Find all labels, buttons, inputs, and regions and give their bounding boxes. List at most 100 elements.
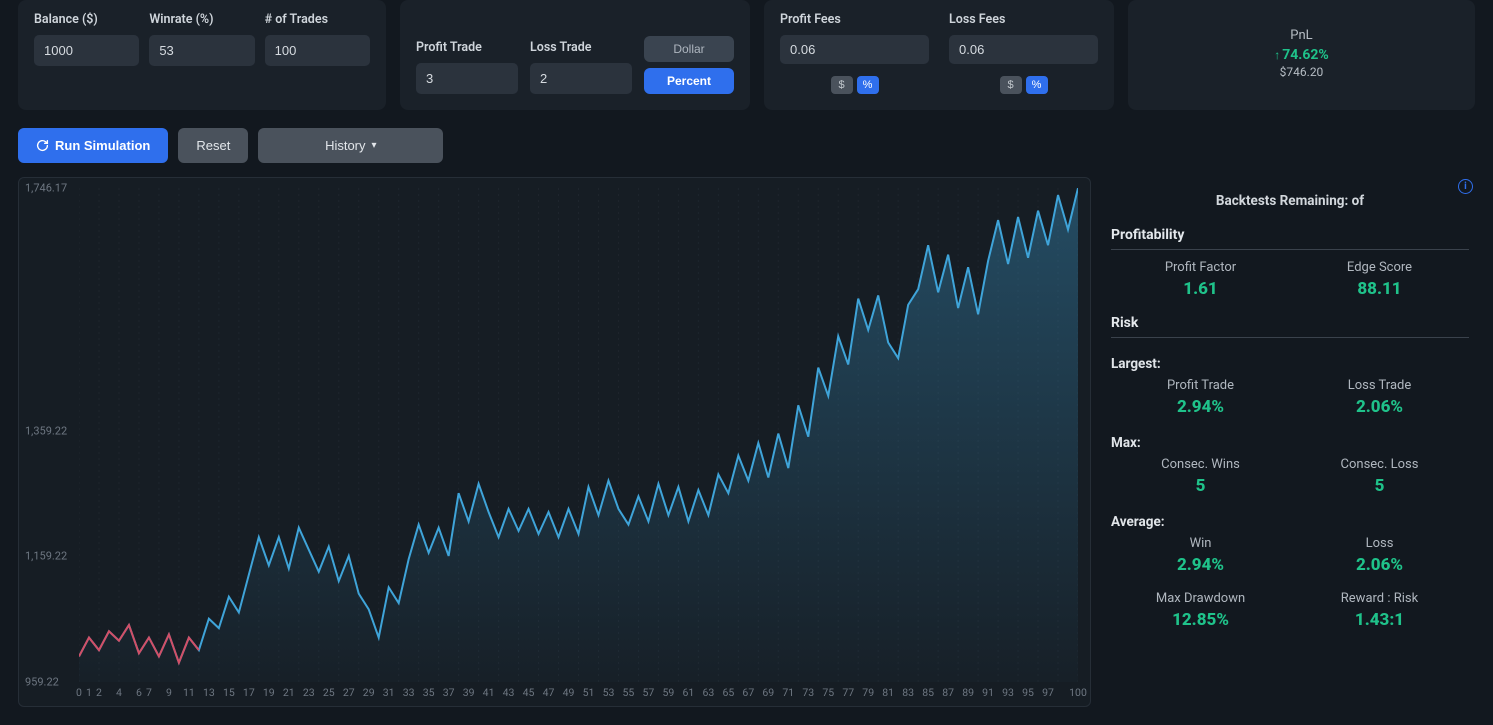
profit-trade-input[interactable] <box>416 63 518 94</box>
balance-label: Balance ($) <box>34 12 139 27</box>
balance-field: Balance ($) <box>34 12 139 94</box>
x-axis-label: 9 <box>166 686 172 699</box>
profitability-title: Profitability <box>1111 227 1469 243</box>
winrate-field: Winrate (%) <box>149 12 254 94</box>
profit-fees-dollar-button[interactable]: $ <box>831 76 853 94</box>
pnl-value: $746.20 <box>1280 65 1324 79</box>
trades-label: # of Trades <box>265 12 370 27</box>
x-axis-label: 61 <box>682 686 694 699</box>
largest-profit-label: Profit Trade <box>1111 378 1290 393</box>
reset-button[interactable]: Reset <box>178 128 248 163</box>
x-axis-label: 73 <box>802 686 814 699</box>
x-axis-label: 15 <box>223 686 235 699</box>
edge-score-label: Edge Score <box>1290 260 1469 275</box>
loss-fees-field: Loss Fees $ % <box>949 12 1098 94</box>
loss-fees-input[interactable] <box>949 35 1098 64</box>
trades-field: # of Trades <box>265 12 370 94</box>
x-axis-label: 71 <box>782 686 794 699</box>
avg-win-stat: Win 2.94% <box>1111 536 1290 575</box>
pnl-panel: PnL 74.62% $746.20 <box>1128 0 1475 110</box>
max-drawdown-stat: Max Drawdown 12.85% <box>1111 591 1290 630</box>
run-simulation-label: Run Simulation <box>55 138 150 153</box>
loss-trade-field: Loss Trade <box>530 40 632 94</box>
average-title: Average: <box>1111 514 1469 530</box>
x-axis-label: 85 <box>922 686 934 699</box>
x-axis-label: 53 <box>603 686 615 699</box>
x-axis-label: 47 <box>543 686 555 699</box>
x-axis-label: 21 <box>283 686 295 699</box>
x-axis-label: 2 <box>96 686 102 699</box>
x-axis-label: 75 <box>822 686 834 699</box>
largest-loss-label: Loss Trade <box>1290 378 1469 393</box>
profit-fees-label: Profit Fees <box>780 12 929 27</box>
largest-profit-value: 2.94% <box>1111 397 1290 417</box>
x-axis-label: 83 <box>902 686 914 699</box>
x-axis-label: 39 <box>463 686 475 699</box>
pnl-label: PnL <box>1290 28 1312 43</box>
edge-score-value: 88.11 <box>1290 279 1469 299</box>
y-axis-label: 1,359.22 <box>25 424 67 437</box>
x-axis-label: 49 <box>563 686 575 699</box>
risk-title: Risk <box>1111 315 1469 331</box>
x-axis-label: 97 <box>1042 686 1054 699</box>
inputs-panel-fees: Profit Fees $ % Loss Fees $ % <box>764 0 1114 110</box>
x-axis-label: 69 <box>762 686 774 699</box>
avg-loss-stat: Loss 2.06% <box>1290 536 1469 575</box>
profit-fees-input[interactable] <box>780 35 929 64</box>
equity-chart: 1,746.171,359.221,159.22959.22 012467911… <box>18 177 1091 707</box>
x-axis-label: 91 <box>982 686 994 699</box>
run-simulation-button[interactable]: Run Simulation <box>18 128 168 163</box>
profit-fees-percent-button[interactable]: % <box>857 76 879 94</box>
consec-loss-value: 5 <box>1290 476 1469 496</box>
x-axis-label: 57 <box>643 686 655 699</box>
x-axis-label: 23 <box>303 686 315 699</box>
x-axis-label: 17 <box>243 686 255 699</box>
history-label: History <box>325 138 365 153</box>
profit-factor-stat: Profit Factor 1.61 <box>1111 260 1290 299</box>
x-axis-label: 13 <box>203 686 215 699</box>
history-button[interactable]: History ▾ <box>258 128 443 163</box>
backtests-remaining: Backtests Remaining: of <box>1111 193 1469 209</box>
x-axis-label: 63 <box>702 686 714 699</box>
x-axis-label: 33 <box>403 686 415 699</box>
x-axis-label: 37 <box>443 686 455 699</box>
avg-win-label: Win <box>1111 536 1290 551</box>
x-axis-label: 6 <box>136 686 142 699</box>
max-drawdown-label: Max Drawdown <box>1111 591 1290 606</box>
balance-input[interactable] <box>34 35 139 66</box>
mode-percent-button[interactable]: Percent <box>644 68 734 94</box>
profit-fees-field: Profit Fees $ % <box>780 12 929 94</box>
winrate-label: Winrate (%) <box>149 12 254 27</box>
x-axis-label: 87 <box>942 686 954 699</box>
edge-score-stat: Edge Score 88.11 <box>1290 260 1469 299</box>
reward-risk-label: Reward : Risk <box>1290 591 1469 606</box>
winrate-input[interactable] <box>149 35 254 66</box>
divider <box>1111 249 1469 250</box>
consec-loss-label: Consec. Loss <box>1290 457 1469 472</box>
loss-fees-toggle: $ % <box>949 76 1098 94</box>
x-axis-label: 100 <box>1069 686 1087 699</box>
x-axis-label: 51 <box>583 686 595 699</box>
x-axis-label: 41 <box>483 686 495 699</box>
largest-loss-stat: Loss Trade 2.06% <box>1290 378 1469 417</box>
y-axis-label: 1,746.17 <box>25 182 67 195</box>
consec-wins-value: 5 <box>1111 476 1290 496</box>
mode-dollar-button[interactable]: Dollar <box>644 36 734 62</box>
x-axis-label: 79 <box>862 686 874 699</box>
loss-fees-dollar-button[interactable]: $ <box>1000 76 1022 94</box>
consec-wins-label: Consec. Wins <box>1111 457 1290 472</box>
stats-panel: i Backtests Remaining: of Profitability … <box>1105 177 1475 707</box>
x-axis-label: 35 <box>423 686 435 699</box>
reward-risk-stat: Reward : Risk 1.43:1 <box>1290 591 1469 630</box>
info-icon[interactable]: i <box>1458 179 1473 194</box>
loss-fees-percent-button[interactable]: % <box>1026 76 1048 94</box>
x-axis-label: 19 <box>263 686 275 699</box>
x-axis-label: 95 <box>1022 686 1034 699</box>
x-axis-label: 27 <box>343 686 355 699</box>
loss-trade-input[interactable] <box>530 63 632 94</box>
chevron-down-icon: ▾ <box>372 140 377 151</box>
x-axis-label: 77 <box>842 686 854 699</box>
profit-factor-value: 1.61 <box>1111 279 1290 299</box>
consec-wins-stat: Consec. Wins 5 <box>1111 457 1290 496</box>
trades-input[interactable] <box>265 35 370 66</box>
